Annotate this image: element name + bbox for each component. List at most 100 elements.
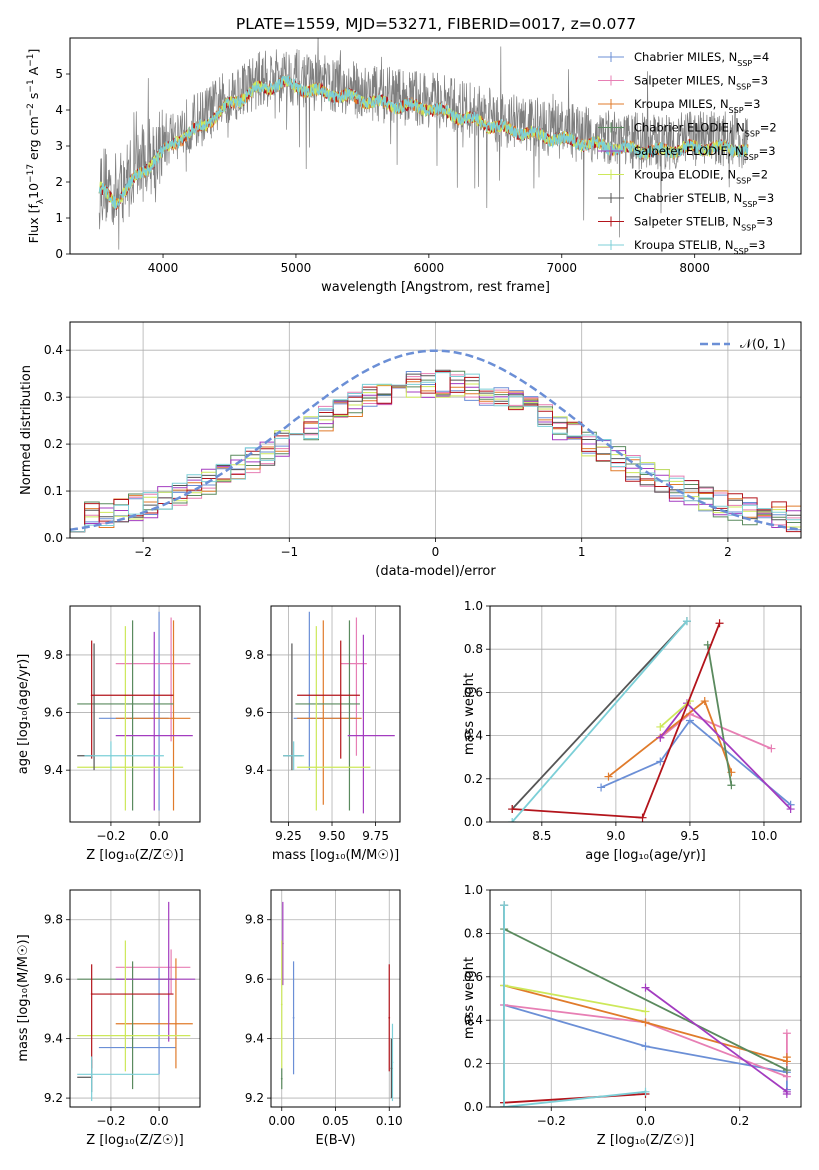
y-tick-label: 9.4 [44, 1032, 63, 1046]
data-point [322, 717, 325, 720]
legend-label-sub: SSP [734, 247, 749, 256]
x-tick-label: 9.5 [680, 829, 699, 843]
data-point [355, 662, 358, 665]
x-axis-label: mass [log₁₀(M/M☉)] [272, 848, 399, 863]
y-axis-label-part: ] [26, 49, 41, 54]
legend-label-main: Chabrier STELIB, N [634, 191, 742, 205]
legend-label-tail: =2 [760, 121, 777, 135]
plus-marker [641, 983, 650, 992]
plot-area [280, 901, 394, 1102]
y-tick-label: 0.2 [44, 437, 63, 451]
x-tick-label: −0.2 [96, 829, 125, 843]
axes-frame [270, 889, 401, 1108]
legend-label-main: Kroupa MILES, N [634, 97, 729, 111]
x-tick-label: 5000 [281, 261, 312, 275]
plus-marker [641, 1007, 650, 1016]
x-tick-label: 0.10 [376, 1114, 403, 1128]
y-axis-label-part: Flux [f [26, 204, 41, 244]
legend-label-tail: =3 [759, 144, 776, 158]
data-point [90, 993, 93, 995]
y-axis-label-part: −2 [26, 103, 36, 116]
y-tick-label: 0.0 [464, 815, 483, 829]
plot-area [77, 901, 196, 1102]
plus-marker [682, 617, 691, 626]
plus-marker [641, 1042, 650, 1051]
weight-line [600, 719, 792, 806]
axes-frame [69, 37, 802, 255]
x-axis-label: wavelength [Angstrom, rest frame] [321, 280, 550, 295]
x-tick-label: 9.50 [319, 829, 346, 843]
legend-label-main: Kroupa ELODIE, N [634, 168, 736, 182]
plus-marker [641, 1087, 650, 1096]
x-tick-label: 9.25 [275, 829, 302, 843]
y-tick-label: 0.6 [464, 685, 483, 699]
y-axis-label: mass weight [462, 957, 477, 1039]
panel-mass-vs-EBV: 0.00 0.05 0.10 9.2 9.4 9.6 9.8 E(B-V) [245, 889, 403, 1148]
legend-label-main: Salpeter ELODIE, N [634, 144, 744, 158]
y-tick-label: 0.2 [464, 1057, 483, 1071]
y-tick-label: 9.8 [44, 648, 63, 662]
y-tick-label: 1.0 [464, 883, 483, 897]
x-axis-label: Z [log₁₀(Z/Z☉)] [86, 1133, 183, 1148]
y-axis-label-part: 10 [26, 183, 41, 199]
plus-marker [638, 813, 647, 822]
data-point [158, 1046, 160, 1049]
histogram-kroupa-stelib [70, 372, 801, 533]
legend-label: Chabrier STELIB, NSSP=3 [634, 191, 774, 209]
legend-label-sub: SSP [729, 106, 744, 115]
y-axis-label: mass [log₁₀(M/M☉)] [16, 934, 31, 1061]
weight-line [503, 984, 646, 1013]
x-tick-label: 8.5 [532, 829, 551, 843]
y-tick-label: 9.2 [245, 1091, 264, 1105]
legend-label: Chabrier ELODIE, NSSP=2 [634, 121, 777, 139]
legend-label-main: Salpeter MILES, N [634, 74, 736, 88]
plus-marker [656, 733, 665, 742]
axes-frame [270, 605, 401, 823]
weight-line [706, 644, 733, 786]
model-spectrum [98, 75, 749, 209]
y-tick-label: 0 [55, 247, 63, 261]
plus-marker [782, 1089, 791, 1098]
y-tick-label: 9.4 [44, 763, 63, 777]
plus-marker [767, 744, 776, 753]
y-tick-label: 9.4 [245, 1032, 264, 1046]
data-point [315, 766, 318, 769]
legend-label-tail: =3 [744, 97, 761, 111]
y-axis-label-part: s [26, 93, 41, 104]
legend-label: Kroupa MILES, NSSP=3 [634, 97, 760, 115]
y-tick-label: 9.6 [44, 706, 63, 720]
legend-label-main: Chabrier MILES, N [634, 50, 737, 64]
plus-marker [700, 697, 709, 706]
legend-label-main: Kroupa STELIB, N [634, 238, 734, 252]
data-point [110, 754, 112, 757]
y-tick-label: 0.8 [464, 926, 483, 940]
data-point [280, 1077, 283, 1080]
y-tick-label: 9.6 [245, 706, 264, 720]
x-tick-label: 0.00 [268, 1114, 295, 1128]
legend-label-tail: =4 [752, 50, 769, 64]
data-point [172, 717, 175, 720]
x-tick-label: 8000 [679, 261, 710, 275]
y-tick-label: 0.4 [44, 343, 63, 357]
legend-label: 𝒩(0, 1) [740, 336, 786, 351]
plot-area [77, 611, 193, 811]
legend-label-sub: SSP [737, 59, 752, 68]
axes-frame [489, 889, 802, 1108]
data-point [348, 703, 351, 705]
plus-marker [597, 783, 606, 792]
y-axis-label-part: −17 [26, 164, 36, 183]
plus-marker [508, 818, 517, 822]
x-tick-label: 0.05 [322, 1114, 349, 1128]
weight-line [659, 700, 691, 728]
x-axis-label: E(B-V) [315, 1133, 355, 1148]
plot-area [500, 901, 791, 1107]
data-point [388, 1016, 391, 1019]
figure-title: PLATE=1559, MJD=53271, FIBERID=0017, z=0… [236, 15, 636, 33]
weight-line [511, 620, 688, 810]
legend-label: Kroupa ELODIE, NSSP=2 [634, 168, 768, 186]
x-tick-label: 2 [724, 545, 732, 559]
data-point [280, 1003, 283, 1006]
axes-frame [489, 605, 802, 823]
y-tick-label: 5 [55, 67, 63, 81]
